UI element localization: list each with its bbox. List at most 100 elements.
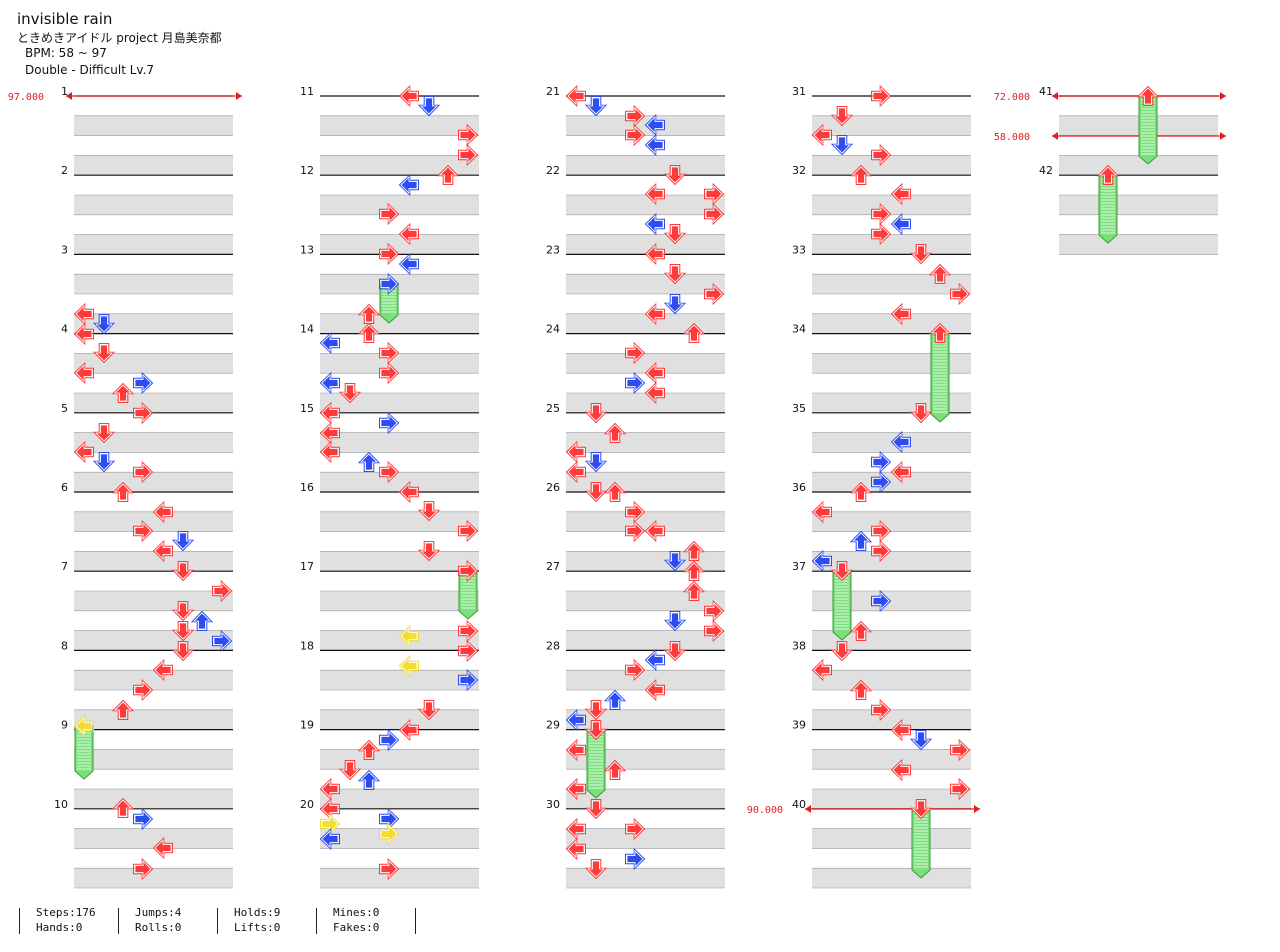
arrow-note-icon — [849, 679, 873, 700]
measure-number: 11 — [300, 85, 314, 98]
measure-stripe — [1059, 234, 1218, 255]
arrow-note-icon — [338, 760, 362, 781]
arrow-note-icon — [830, 641, 854, 662]
arrow-note-icon — [871, 84, 892, 108]
arrow-note-icon — [811, 500, 832, 524]
measure-stripe — [566, 789, 725, 809]
measure-stripe — [74, 670, 233, 690]
arrow-note-icon — [152, 500, 173, 524]
bpm-marker-left — [1052, 132, 1058, 140]
arrow-note-icon — [417, 501, 441, 522]
arrow-note-icon — [379, 361, 400, 385]
measure-number: 16 — [300, 481, 314, 494]
measure-stripe — [320, 234, 479, 255]
arrow-note-icon — [644, 212, 665, 236]
measure-stripe — [566, 234, 725, 255]
measure-number: 5 — [61, 402, 68, 415]
measure-stripe — [566, 353, 725, 374]
measure-stripe — [320, 749, 479, 770]
bpm-marker-left — [66, 92, 72, 100]
arrow-note-icon — [704, 282, 725, 306]
song-title: invisible rain — [17, 10, 113, 28]
measure-stripe — [566, 551, 725, 572]
arrow-note-icon — [644, 648, 665, 672]
arrow-note-icon — [704, 182, 725, 206]
measure-stripe — [74, 313, 233, 334]
arrow-note-icon — [379, 341, 400, 365]
arrow-note-icon — [458, 143, 479, 167]
arrow-note-icon — [890, 758, 911, 782]
arrow-note-icon — [849, 530, 873, 551]
arrow-note-icon — [73, 440, 94, 464]
measure-stripe — [74, 551, 233, 572]
arrow-note-icon — [398, 654, 419, 678]
step-chart: 1234567891011121314151617181920212223242… — [8, 84, 1226, 889]
arrow-note-icon — [171, 621, 195, 642]
measure-stripe — [566, 393, 725, 413]
measure-stripe — [74, 234, 233, 255]
measure-number: 34 — [792, 323, 806, 336]
measure-number: 39 — [792, 719, 806, 732]
measure-number: 12 — [300, 164, 314, 177]
measure-stripe — [566, 115, 725, 136]
measure-stripe — [320, 313, 479, 334]
arrow-note-icon — [603, 759, 627, 780]
arrow-note-icon — [73, 714, 94, 738]
arrow-note-icon — [379, 728, 400, 752]
arrow-note-icon — [171, 641, 195, 662]
arrow-note-icon — [625, 817, 646, 841]
arrow-note-icon — [871, 450, 892, 474]
arrow-note-icon — [682, 322, 706, 343]
arrow-note-icon — [909, 403, 933, 424]
arrow-note-icon — [458, 639, 479, 663]
measure-stripe — [320, 155, 479, 176]
measure-stripe — [812, 828, 971, 849]
arrow-note-icon — [379, 242, 400, 266]
measure-stripe — [320, 432, 479, 453]
arrow-note-icon — [811, 658, 832, 682]
measure-number: 15 — [300, 402, 314, 415]
measure-stripe — [566, 155, 725, 176]
arrow-note-icon — [663, 294, 687, 315]
arrow-note-icon — [319, 777, 340, 801]
arrow-note-icon — [909, 244, 933, 265]
arrow-note-icon — [871, 539, 892, 563]
arrow-note-icon — [644, 133, 665, 157]
song-artist: ときめきアイドル project 月島美奈都 — [17, 31, 222, 45]
arrow-note-icon — [458, 668, 479, 692]
arrow-note-icon — [357, 739, 381, 760]
measure-number: 24 — [546, 323, 560, 336]
arrow-note-icon — [417, 700, 441, 721]
arrow-note-icon — [830, 106, 854, 127]
measure-stripe — [74, 115, 233, 136]
measure-number: 28 — [546, 639, 560, 652]
measure-stripe — [566, 472, 725, 492]
bpm-marker-right — [236, 92, 242, 100]
arrow-note-icon — [871, 222, 892, 246]
arrow-note-icon — [565, 837, 586, 861]
arrow-note-icon — [319, 371, 340, 395]
measure-stripe — [320, 393, 479, 413]
arrow-note-icon — [625, 123, 646, 147]
measure-stripe — [320, 630, 479, 651]
measure-stripe — [812, 274, 971, 294]
arrow-note-icon — [133, 401, 154, 425]
measure-stripe — [74, 709, 233, 730]
arrow-note-icon — [379, 202, 400, 226]
arrow-note-icon — [663, 641, 687, 662]
measure-number: 29 — [546, 719, 560, 732]
arrow-note-icon — [171, 561, 195, 582]
arrow-note-icon — [849, 620, 873, 641]
arrow-note-icon — [92, 314, 116, 335]
measure-stripe — [320, 828, 479, 849]
stat-jumps: Jumps:4 — [135, 906, 182, 919]
arrow-note-icon — [398, 480, 419, 504]
arrow-note-icon — [625, 341, 646, 365]
arrow-note-icon — [603, 689, 627, 710]
measure-number: 2 — [61, 164, 68, 177]
measure-number: 3 — [61, 243, 68, 256]
measure-number: 8 — [61, 639, 68, 652]
arrow-note-icon — [398, 718, 419, 742]
measure-stripe — [74, 155, 233, 176]
measure-stripe — [566, 709, 725, 730]
